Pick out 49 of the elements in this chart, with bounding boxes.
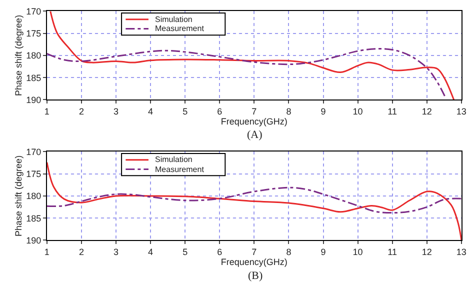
x-tick-label: 5 (182, 247, 188, 258)
x-tick-label: 1 (44, 106, 50, 117)
text: (A) (247, 129, 263, 141)
x-tick-label: 11 (388, 247, 398, 258)
line-series (46, 162, 462, 240)
x-tick-label: 4 (148, 247, 154, 258)
line-series (50, 11, 455, 100)
x-tick-label: 9 (320, 247, 326, 258)
y-tick-label: 175 (26, 28, 42, 38)
x-tick-label: 1 (44, 247, 50, 258)
x-tick-label: 2 (78, 106, 84, 117)
y-tick-label: 180 (26, 191, 42, 202)
x-tick-label: 11 (388, 106, 398, 117)
x-tick-label: 6 (217, 247, 222, 258)
x-tick-label: 10 (352, 106, 363, 117)
y-tick-label: 185 (26, 213, 42, 224)
y-tick-label: 175 (26, 168, 42, 179)
y-tick-label: 190 (26, 235, 42, 246)
x-tick-label: 13 (456, 247, 466, 258)
y-axis-title: Phase shift (degree) (13, 14, 24, 96)
line-series (46, 186, 462, 214)
x-tick-label: 7 (252, 247, 257, 258)
x-tick-label: 2 (78, 247, 84, 258)
legend-label: Simulation (155, 15, 192, 24)
x-tick-label: 8 (286, 247, 292, 258)
x-tick-label: 4 (148, 106, 154, 117)
x-tick-label: 6 (217, 106, 222, 117)
y-tick-label: 190 (26, 94, 42, 105)
y-tick-label: 170 (26, 146, 42, 157)
x-tick-label: 9 (320, 106, 326, 117)
y-tick-label: 180 (26, 50, 42, 61)
legend-label: Measurement (155, 165, 205, 174)
x-tick-label: 13 (456, 106, 466, 117)
x-tick-label: 3 (114, 247, 119, 258)
x-tick-label: 3 (114, 106, 119, 117)
x-axis-title: Frequency(GHz) (220, 257, 288, 268)
x-tick-label: 7 (252, 106, 257, 117)
text: (B) (248, 270, 263, 282)
x-tick-label: 8 (286, 106, 292, 117)
legend-label: Simulation (155, 155, 192, 164)
y-axis-title: Phase shift (degree) (13, 155, 24, 236)
legend-label: Measurement (155, 24, 205, 33)
y-tick-label: 185 (26, 72, 42, 83)
y-tick-label: 170 (26, 6, 42, 16)
x-tick-label: 12 (422, 247, 432, 258)
x-tick-label: 5 (182, 106, 188, 117)
x-tick-label: 12 (422, 106, 432, 117)
x-tick-label: 10 (352, 247, 363, 258)
x-axis-title: Frequency(GHz) (220, 116, 288, 127)
